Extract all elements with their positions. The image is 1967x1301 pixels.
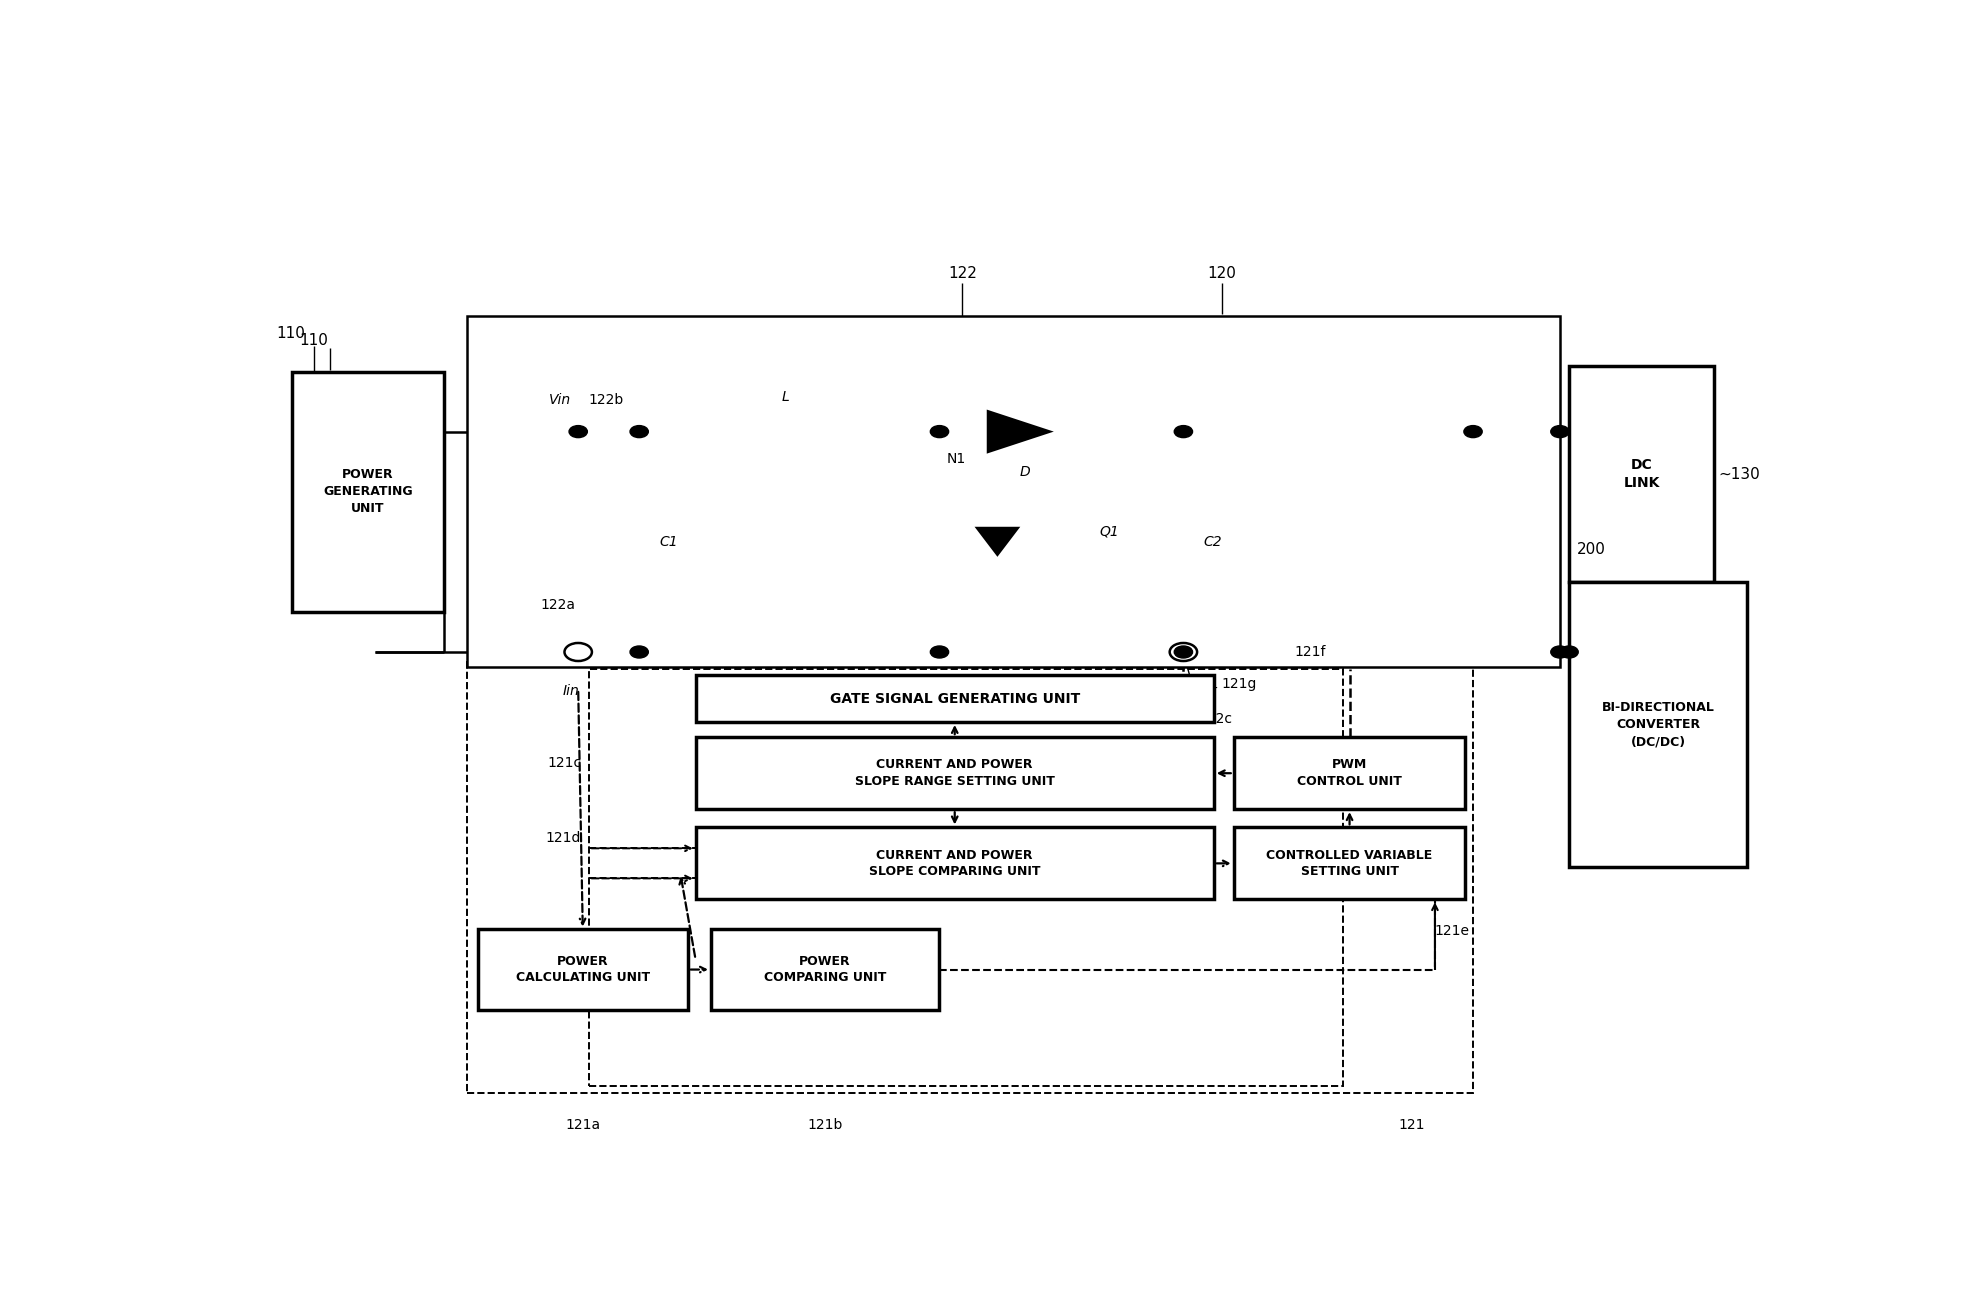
- Text: Iin: Iin: [563, 684, 578, 699]
- Circle shape: [629, 425, 649, 437]
- Text: C1: C1: [659, 535, 677, 549]
- Text: 121g: 121g: [1222, 677, 1257, 691]
- Text: POWER
COMPARING UNIT: POWER COMPARING UNIT: [763, 955, 887, 985]
- Bar: [1570, 582, 1747, 868]
- Circle shape: [1550, 425, 1570, 437]
- Text: POWER
CALCULATING UNIT: POWER CALCULATING UNIT: [515, 955, 649, 985]
- Circle shape: [930, 425, 948, 437]
- Bar: [1233, 827, 1465, 899]
- Bar: [696, 675, 1214, 722]
- Bar: [291, 372, 445, 611]
- Bar: [466, 316, 1560, 667]
- Bar: [688, 332, 1450, 657]
- Bar: [710, 929, 940, 1010]
- Text: 122: 122: [948, 267, 978, 281]
- Bar: [588, 669, 1343, 1086]
- Circle shape: [1550, 647, 1570, 658]
- Text: CONTROLLED VARIABLE
SETTING UNIT: CONTROLLED VARIABLE SETTING UNIT: [1267, 848, 1432, 878]
- Text: CURRENT AND POWER
SLOPE COMPARING UNIT: CURRENT AND POWER SLOPE COMPARING UNIT: [869, 848, 1041, 878]
- Bar: [1570, 367, 1713, 582]
- Circle shape: [1174, 647, 1192, 658]
- Bar: [466, 662, 1473, 1093]
- Text: BI-DIRECTIONAL
CONVERTER
(DC/DC): BI-DIRECTIONAL CONVERTER (DC/DC): [1601, 701, 1715, 748]
- Text: 122b: 122b: [588, 393, 624, 406]
- Text: CURRENT AND POWER
SLOPE RANGE SETTING UNIT: CURRENT AND POWER SLOPE RANGE SETTING UN…: [856, 758, 1054, 788]
- Circle shape: [568, 425, 588, 437]
- Text: L: L: [781, 389, 789, 403]
- Circle shape: [1174, 425, 1192, 437]
- Text: POWER
GENERATING
UNIT: POWER GENERATING UNIT: [323, 468, 413, 515]
- Polygon shape: [974, 527, 1021, 557]
- Text: Vin: Vin: [549, 393, 570, 406]
- Text: DC
LINK: DC LINK: [1623, 458, 1660, 490]
- Text: 200: 200: [1578, 541, 1605, 557]
- Bar: [696, 738, 1214, 809]
- Text: GATE SIGNAL GENERATING UNIT: GATE SIGNAL GENERATING UNIT: [830, 692, 1080, 705]
- Text: Q1: Q1: [1100, 524, 1119, 539]
- Circle shape: [1560, 647, 1578, 658]
- Text: 121b: 121b: [808, 1118, 842, 1132]
- Text: 121d: 121d: [547, 831, 582, 846]
- Circle shape: [1463, 425, 1483, 437]
- Text: 121f: 121f: [1294, 645, 1326, 660]
- Text: N1: N1: [948, 451, 966, 466]
- Text: 121e: 121e: [1436, 925, 1469, 938]
- Bar: [696, 827, 1214, 899]
- Text: PWM
CONTROL UNIT: PWM CONTROL UNIT: [1296, 758, 1402, 788]
- Text: D: D: [1019, 464, 1031, 479]
- Circle shape: [930, 647, 948, 658]
- Circle shape: [629, 647, 649, 658]
- Text: 110: 110: [275, 327, 305, 341]
- Text: ~130: ~130: [1719, 467, 1760, 481]
- Text: 120: 120: [1208, 267, 1235, 281]
- Text: Iout: Iout: [1190, 684, 1218, 699]
- Text: 122a: 122a: [541, 598, 574, 611]
- Bar: [478, 929, 688, 1010]
- Bar: [1233, 738, 1465, 809]
- Text: 121: 121: [1399, 1118, 1426, 1132]
- Text: 110: 110: [299, 333, 328, 349]
- Text: N2: N2: [950, 677, 970, 691]
- Text: 122c: 122c: [1198, 712, 1233, 726]
- Text: 121a: 121a: [565, 1118, 600, 1132]
- Text: C2: C2: [1204, 535, 1222, 549]
- Polygon shape: [987, 410, 1054, 454]
- Text: 121c: 121c: [547, 756, 582, 770]
